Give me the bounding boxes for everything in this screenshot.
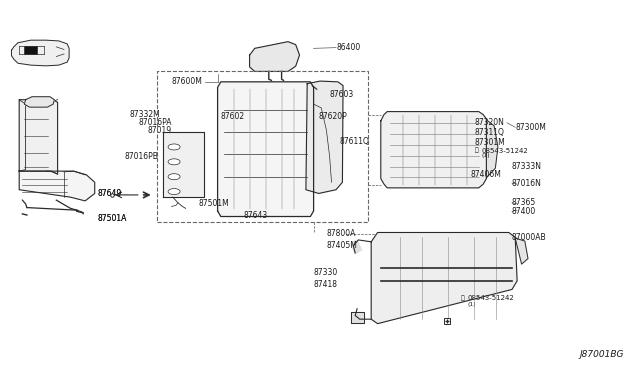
Text: 87649: 87649 [97, 189, 122, 198]
Polygon shape [218, 82, 314, 217]
Polygon shape [371, 232, 517, 324]
Text: 87603: 87603 [330, 90, 354, 99]
Polygon shape [12, 40, 69, 66]
Text: 87400: 87400 [512, 207, 536, 216]
Text: 87332M: 87332M [129, 110, 160, 119]
Text: 87330: 87330 [314, 268, 338, 277]
Text: 87602: 87602 [221, 112, 245, 121]
Text: 87406M: 87406M [470, 170, 501, 179]
Polygon shape [250, 42, 300, 71]
Ellipse shape [168, 159, 180, 165]
Bar [157, 71, 368, 222]
Text: 87016PA: 87016PA [138, 118, 172, 127]
Text: 87300M: 87300M [515, 123, 546, 132]
Text: 87418: 87418 [314, 280, 338, 289]
Text: 87019: 87019 [147, 126, 172, 135]
Text: Ⓝ: Ⓝ [461, 295, 465, 301]
Ellipse shape [168, 189, 180, 195]
Text: Ⓝ: Ⓝ [475, 148, 479, 154]
Polygon shape [19, 100, 58, 174]
Text: 87311Q: 87311Q [475, 128, 505, 137]
Text: 87620P: 87620P [318, 112, 347, 121]
Text: 08543-51242: 08543-51242 [468, 295, 515, 301]
Text: 87501A: 87501A [97, 214, 127, 223]
Text: 87649: 87649 [97, 189, 122, 198]
Text: 87643: 87643 [243, 211, 268, 220]
Text: 87501M: 87501M [198, 199, 229, 208]
Text: 87405M: 87405M [326, 241, 357, 250]
Text: 87365: 87365 [512, 198, 536, 207]
Polygon shape [19, 171, 95, 201]
Text: 87600M: 87600M [172, 77, 202, 86]
Text: 87016N: 87016N [512, 179, 542, 187]
Ellipse shape [168, 174, 180, 180]
Text: 87611Q: 87611Q [339, 137, 369, 146]
Polygon shape [163, 132, 204, 197]
Text: (1): (1) [467, 302, 476, 307]
Polygon shape [515, 238, 528, 264]
Text: J87001BG: J87001BG [579, 350, 624, 359]
Polygon shape [306, 81, 343, 193]
Text: 87320N: 87320N [475, 118, 505, 126]
Polygon shape [24, 97, 54, 107]
Text: 87000AB: 87000AB [512, 233, 547, 242]
Polygon shape [381, 112, 486, 188]
Text: 87501A: 87501A [97, 214, 127, 223]
Text: 87016PB: 87016PB [124, 152, 158, 161]
Text: 87301M: 87301M [475, 138, 506, 147]
Text: 86400: 86400 [337, 43, 361, 52]
Ellipse shape [168, 144, 180, 150]
Text: 87333N: 87333N [512, 162, 542, 171]
Text: (1): (1) [481, 153, 490, 158]
Polygon shape [351, 240, 362, 254]
Text: 08543-51242: 08543-51242 [482, 148, 529, 154]
Bar [24, 46, 37, 54]
Text: 87800A: 87800A [326, 229, 356, 238]
Polygon shape [486, 120, 498, 178]
Polygon shape [351, 312, 364, 323]
